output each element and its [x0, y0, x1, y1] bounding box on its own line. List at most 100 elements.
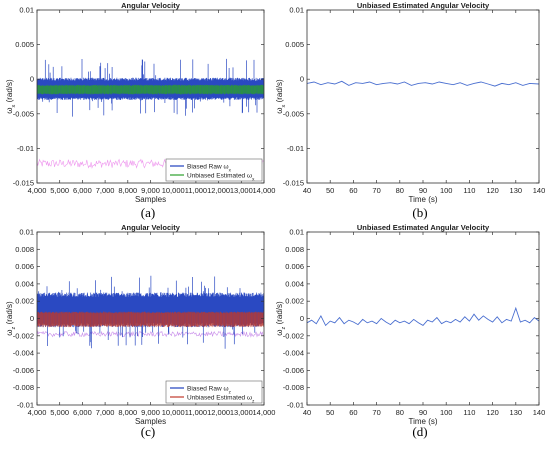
legend-label: Biased Raw ωx [187, 164, 232, 173]
chart-b: 40 50 60 70 80 90 100 110 120 130 140 -0.015 -0.01 -0… [275, 1, 545, 204]
y-tick-label: -0.015 [283, 179, 304, 188]
series-0 [37, 275, 264, 349]
x-tick-label: 11,000 [185, 186, 207, 195]
y-tick-label: 0.01 [19, 228, 34, 237]
y-tick-label: 0.01 [19, 6, 34, 15]
y-tick-label: -0.006 [13, 366, 34, 375]
x-tick-label: 11,000 [185, 408, 207, 417]
y-tick-label: -0.005 [283, 109, 304, 118]
chart-title: Unbiased Estimated Angular Velocity [357, 223, 490, 232]
x-tick-label: 100 [440, 408, 453, 417]
x-axis-label: Time (s) [408, 195, 437, 204]
x-tick-label: 8,000 [118, 408, 137, 417]
y-tick-label: 0.002 [285, 297, 304, 306]
y-tick-label: 0.005 [15, 40, 34, 49]
x-tick-label: 8,000 [118, 186, 137, 195]
x-tick-label: 40 [303, 408, 311, 417]
x-tick-label: 5,000 [50, 186, 69, 195]
x-tick-label: 6,000 [73, 186, 92, 195]
x-tick-label: 120 [486, 408, 499, 417]
y-tick-label: -0.008 [283, 383, 304, 392]
x-tick-label: 14,000 [253, 186, 276, 195]
x-tick-label: 14,000 [253, 408, 276, 417]
caption-a: (a) [140, 205, 156, 220]
x-tick-label: 12,000 [207, 186, 230, 195]
x-tick-label: 13,000 [230, 408, 253, 417]
x-tick-label: 70 [372, 186, 380, 195]
x-tick-label: 5,000 [50, 408, 69, 417]
y-tick-label: 0 [300, 314, 304, 323]
y-tick-label: 0.004 [15, 279, 34, 288]
x-tick-label: 50 [326, 408, 334, 417]
y-tick-label: 0 [300, 75, 304, 84]
x-tick-label: 60 [349, 186, 357, 195]
x-tick-label: 70 [372, 408, 380, 417]
series-line [307, 80, 539, 87]
x-tick-label: 90 [419, 408, 427, 417]
legend-label: Biased Raw ωz [187, 386, 232, 395]
x-tick-label: 6,000 [73, 408, 92, 417]
y-axis-label: ωx (rad/s) [5, 79, 17, 114]
background-trace [37, 330, 264, 338]
y-tick-label: 0.008 [285, 245, 304, 254]
plot-area [307, 232, 539, 405]
chart-a: 4,000 5,000 6,000 7,000 8,000 9,000 10,000 11,0… [5, 1, 275, 204]
x-tick-label: 40 [303, 186, 311, 195]
y-tick-label: 0.006 [285, 262, 304, 271]
y-tick-label: -0.002 [283, 331, 304, 340]
y-tick-label: -0.01 [17, 144, 34, 153]
x-tick-label: 140 [533, 186, 546, 195]
chart-title: Angular Velocity [121, 223, 181, 232]
x-tick-label: 60 [349, 408, 357, 417]
y-axis-label: ωz (rad/s) [5, 301, 17, 336]
y-axis-label: ωx (rad/s) [275, 79, 287, 114]
x-tick-label: 9,000 [141, 186, 160, 195]
y-tick-label: -0.008 [13, 383, 34, 392]
y-tick-label: 0 [30, 314, 34, 323]
x-tick-label: 110 [463, 186, 475, 195]
caption-c: (c) [140, 424, 156, 439]
y-tick-label: 0.004 [285, 279, 304, 288]
x-tick-label: 110 [463, 408, 475, 417]
chart-title: Angular Velocity [121, 1, 181, 10]
x-tick-label: 10,000 [162, 186, 185, 195]
x-tick-label: 130 [510, 408, 523, 417]
x-axis-label: Samples [135, 195, 166, 204]
x-axis-label: Samples [135, 417, 166, 426]
x-tick-label: 4,000 [28, 408, 47, 417]
x-tick-label: 130 [510, 186, 523, 195]
y-tick-label: 0.008 [15, 245, 34, 254]
chart-d: 40 50 60 70 80 90 100 110 120 130 140 -0.01 -0.008 -0… [275, 223, 545, 426]
x-tick-label: 140 [533, 408, 546, 417]
series-1 [37, 311, 264, 328]
x-tick-label: 7,000 [96, 186, 115, 195]
x-tick-label: 12,000 [207, 408, 230, 417]
chart-c: 4,000 5,000 6,000 7,000 8,000 9,000 10,000 11,0… [5, 223, 275, 426]
y-tick-label: -0.01 [287, 401, 304, 410]
x-tick-label: 7,000 [96, 408, 115, 417]
x-tick-label: 4,000 [28, 186, 47, 195]
chart-title: Unbiased Estimated Angular Velocity [357, 1, 490, 10]
x-tick-label: 50 [326, 186, 334, 195]
series-1 [37, 84, 264, 95]
y-tick-label: -0.01 [287, 144, 304, 153]
caption-b: (b) [412, 205, 428, 220]
x-axis-label: Time (s) [408, 417, 437, 426]
x-tick-label: 10,000 [162, 408, 185, 417]
x-tick-label: 120 [486, 186, 499, 195]
y-tick-label: 0.006 [15, 262, 34, 271]
y-tick-label: 0 [30, 75, 34, 84]
caption-d: (d) [412, 424, 428, 439]
y-tick-label: 0.01 [289, 6, 304, 15]
y-tick-label: -0.004 [13, 349, 34, 358]
x-tick-label: 13,000 [230, 186, 253, 195]
y-tick-label: -0.015 [13, 179, 34, 188]
y-tick-label: -0.004 [283, 349, 304, 358]
y-axis-label: ωz (rad/s) [275, 301, 287, 336]
y-tick-label: 0.005 [285, 40, 304, 49]
y-tick-label: -0.005 [13, 109, 34, 118]
y-tick-label: 0.01 [289, 228, 304, 237]
